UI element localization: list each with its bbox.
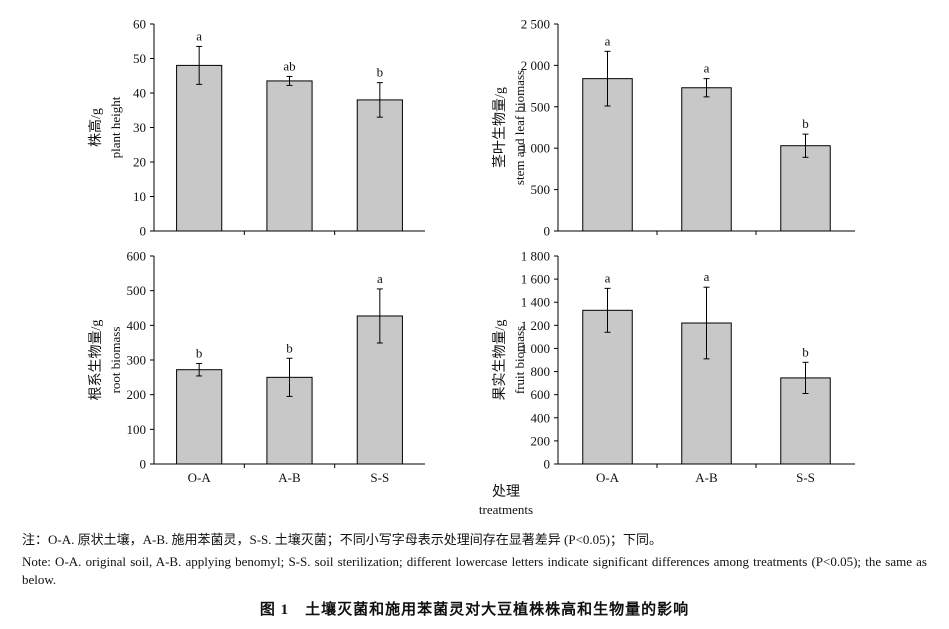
y-axis-label-en: fruit biomass: [512, 326, 527, 394]
significance-letter: a: [196, 28, 202, 43]
y-axis-label-cn: 茎叶生物量/g: [492, 87, 508, 168]
y-tick-label: 10: [133, 189, 146, 204]
y-axis-label-en: stem and leaf biomass: [512, 70, 527, 185]
significance-letter: b: [802, 344, 809, 359]
bar-A-B: [681, 87, 732, 232]
y-tick-label: 1 000: [521, 141, 550, 156]
chart-panel-1: a ab b 0 10 20 30 40 50 60 株高/g plant height: [87, 17, 425, 239]
x-axis-label-cn: 处理: [492, 484, 520, 500]
x-tick-label: A-B: [278, 470, 301, 485]
significance-letter: b: [802, 116, 809, 131]
y-tick-label: 0: [140, 224, 147, 239]
significance-letter: a: [704, 61, 710, 76]
y-tick-label: 1 000: [521, 341, 550, 356]
chart-panel-2: a a b 0 500 1 000 1 500 2 000 2 500 茎叶生物量/g stem a…: [492, 17, 855, 239]
bar-S-S: [780, 145, 831, 232]
note-english: Note: O-A. original soil, A-B. applying …: [22, 554, 927, 587]
bar-A-B: [266, 80, 313, 232]
significance-letter: b: [196, 345, 203, 360]
x-tick-label: O-A: [188, 470, 212, 485]
y-tick-label: 0: [140, 457, 147, 472]
y-tick-label: 600: [127, 249, 147, 264]
y-tick-label: 30: [133, 120, 146, 135]
y-tick-label: 1 200: [521, 318, 550, 333]
significance-letter: b: [286, 340, 293, 355]
x-axis-label-en: treatments: [479, 502, 533, 517]
x-tick-label: S-S: [370, 470, 389, 485]
y-axis-label-en: plant height: [108, 96, 123, 158]
y-tick-label: 0: [544, 457, 551, 472]
y-tick-label: 60: [133, 17, 146, 32]
y-tick-label: 300: [127, 353, 147, 368]
y-tick-label: 400: [127, 318, 147, 333]
y-tick-label: 800: [531, 364, 551, 379]
significance-letter: ab: [283, 58, 295, 73]
y-tick-label: 1 400: [521, 295, 550, 310]
chart-panel-3: b b a 0 100 200 300 400 500 600 O-A A-B S-S 根系生物量/g ro…: [88, 249, 425, 485]
y-axis-label-cn: 果实生物量/g: [492, 320, 508, 401]
y-tick-label: 200: [127, 387, 147, 402]
x-tick-label: O-A: [596, 470, 620, 485]
x-tick-label: A-B: [695, 470, 718, 485]
y-tick-label: 40: [133, 86, 146, 101]
significance-letter: a: [377, 271, 383, 286]
y-tick-label: 20: [133, 155, 146, 170]
y-axis-label-cn: 根系生物量/g: [88, 320, 104, 401]
y-tick-label: 1 600: [521, 272, 550, 287]
y-tick-label: 2 000: [521, 58, 550, 73]
y-tick-label: 500: [127, 283, 147, 298]
figure-caption: 图 1 土壤灭菌和施用苯菌灵对大豆植株株高和生物量的影响: [259, 602, 690, 618]
bar-O-A: [176, 64, 223, 232]
y-tick-label: 2 500: [521, 17, 550, 32]
y-tick-label: 500: [531, 182, 551, 197]
chart-panel-4: a a b 0 200 400 600 800 1 000 1 200 1 400 1 600 1 80…: [492, 249, 855, 485]
y-tick-label: 400: [531, 410, 551, 425]
y-axis-label-cn: 株高/g: [87, 108, 104, 147]
x-tick-label: S-S: [796, 470, 815, 485]
significance-letter: b: [377, 65, 384, 80]
bar-S-S: [356, 99, 403, 232]
y-tick-label: 0: [544, 224, 551, 239]
note-chinese: 注：O-A. 原状土壤，A-B. 施用苯菌灵，S-S. 土壤灭菌；不同小写字母表…: [22, 532, 663, 547]
y-tick-label: 200: [531, 433, 551, 448]
y-tick-label: 1 500: [521, 99, 550, 114]
y-tick-label: 600: [531, 387, 551, 402]
y-axis-label-en: root biomass: [108, 327, 123, 394]
significance-letter: a: [605, 33, 611, 48]
bar-O-A: [582, 309, 633, 465]
bar-O-A: [176, 369, 223, 465]
significance-letter: a: [704, 269, 710, 284]
y-tick-label: 100: [127, 422, 147, 437]
y-tick-label: 50: [133, 51, 146, 66]
significance-letter: a: [605, 270, 611, 285]
y-tick-label: 1 800: [521, 249, 550, 264]
